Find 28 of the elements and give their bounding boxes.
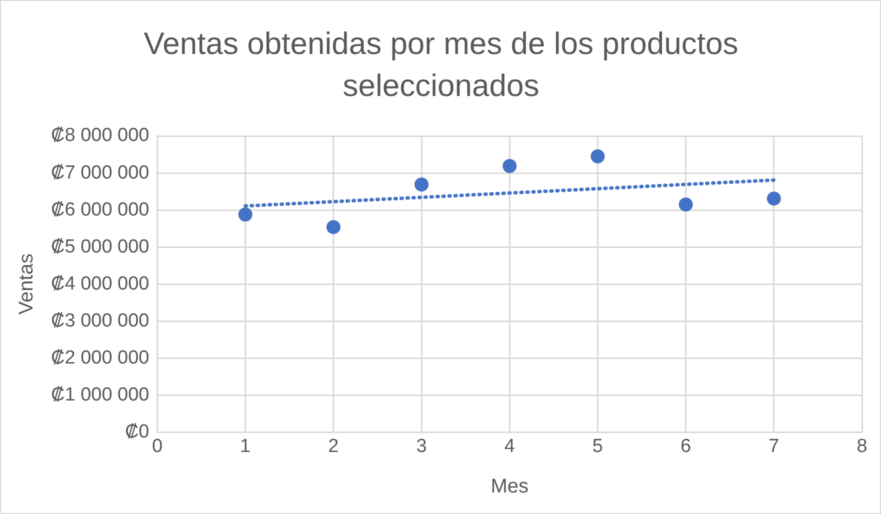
x-tick-label: 7 <box>768 436 780 457</box>
point <box>502 158 517 173</box>
y-tick-label: ₡6 000 000 <box>50 199 150 220</box>
x-axis-title: Mes <box>490 476 529 498</box>
chart-title: Ventas obtenidas por mes de los productos seleccionados <box>142 25 740 105</box>
y-tick-label: ₡5 000 000 <box>50 236 150 258</box>
y-tick-label: ₡1 000 000 <box>50 384 150 406</box>
x-tick-label: 6 <box>680 436 692 457</box>
y-tick-label: ₡3 000 000 <box>50 310 150 332</box>
point <box>766 192 781 206</box>
y-tick-label: ₡0 <box>124 421 150 442</box>
y-tick-label: ₡2 000 000 <box>50 347 150 368</box>
y-axis-title: Ventas <box>16 254 38 315</box>
point <box>590 149 605 164</box>
y-tick-label: ₡8 000 000 <box>50 125 150 146</box>
x-tick-label: 5 <box>592 436 604 457</box>
point <box>678 197 693 212</box>
x-tick-label: 1 <box>240 436 251 457</box>
point <box>414 178 429 192</box>
x-tick-label: 8 <box>856 436 868 457</box>
point <box>238 207 252 222</box>
y-tick-label: ₡7 000 000 <box>50 162 150 184</box>
point <box>326 220 340 234</box>
x-tick-label: 0 <box>152 436 163 457</box>
y-tick-label: ₡4 000 000 <box>50 273 150 294</box>
x-tick-label: 2 <box>328 436 339 457</box>
x-tick-label: 3 <box>416 436 427 457</box>
x-tick-label: 4 <box>504 436 516 457</box>
